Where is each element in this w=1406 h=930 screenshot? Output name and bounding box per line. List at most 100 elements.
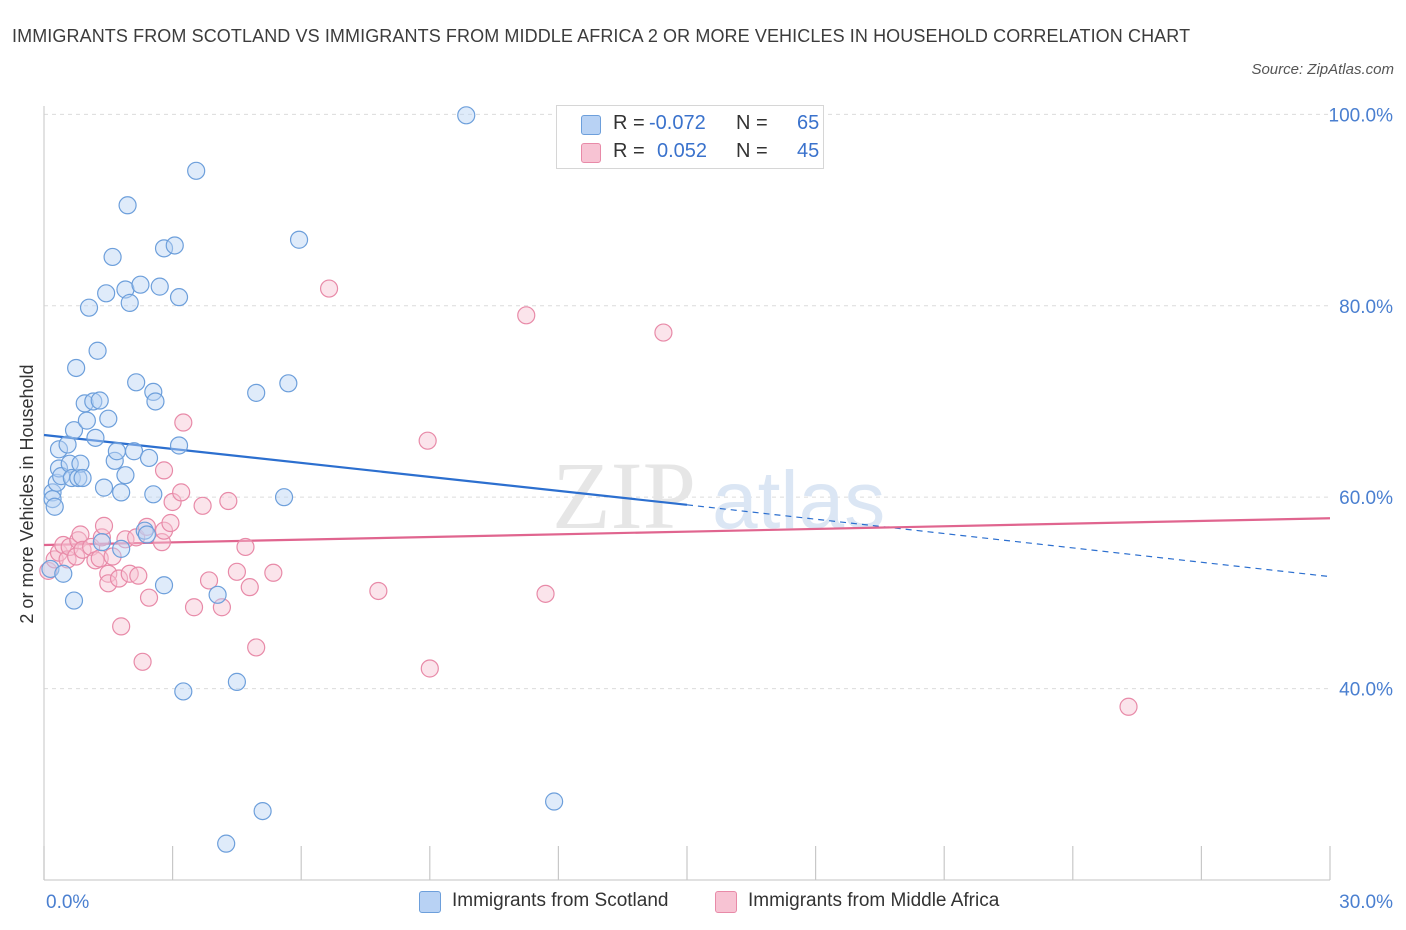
- point-middle-africa: [1119, 697, 1138, 716]
- point-scotland: [279, 374, 298, 393]
- point-middle-africa: [129, 566, 148, 585]
- grid: [44, 113, 1330, 690]
- correlation-legend: R = -0.072 N = 65 R = 0.052 N = 45: [556, 105, 824, 169]
- point-middle-africa: [264, 563, 283, 582]
- series-scotland-points: [41, 106, 564, 853]
- point-scotland: [137, 525, 156, 544]
- point-scotland: [49, 440, 69, 459]
- point-scotland: [208, 585, 227, 604]
- point-middle-africa: [99, 574, 118, 593]
- point-scotland: [67, 358, 86, 378]
- point-scotland: [62, 468, 81, 488]
- point-scotland: [64, 591, 84, 610]
- point-scotland: [94, 478, 114, 497]
- point-middle-africa: [161, 513, 180, 533]
- point-middle-africa: [654, 323, 673, 342]
- legend-swatch-middle-africa: [581, 143, 601, 163]
- point-middle-africa: [184, 598, 204, 617]
- y-tick-label: 80.0%: [1339, 297, 1393, 318]
- point-scotland: [103, 247, 122, 267]
- trend-line-scotland: [43, 433, 688, 506]
- point-scotland: [86, 428, 105, 447]
- bottom-legend-swatch-scotland: [419, 891, 441, 913]
- point-middle-africa: [133, 652, 152, 671]
- point-middle-africa: [99, 564, 118, 583]
- point-scotland: [154, 576, 174, 595]
- point-scotland: [274, 488, 294, 507]
- legend-swatch-scotland: [581, 115, 601, 135]
- point-scotland: [97, 284, 116, 303]
- point-scotland: [116, 466, 135, 485]
- point-scotland: [169, 288, 189, 307]
- point-scotland: [60, 454, 79, 473]
- point-middle-africa: [193, 496, 212, 515]
- point-scotland: [150, 277, 169, 296]
- bottom-legend-label-middle-africa: Immigrants from Middle Africa: [748, 890, 1000, 911]
- tick-labels: 40.0% 60.0% 80.0% 100.0% 0.0% 30.0%: [46, 105, 1393, 913]
- point-middle-africa: [536, 584, 555, 603]
- point-middle-africa: [227, 562, 246, 581]
- legend-n-value-scotland: 65: [797, 112, 820, 134]
- point-scotland: [77, 411, 96, 430]
- point-scotland: [73, 468, 92, 488]
- point-scotland: [107, 442, 126, 461]
- point-scotland: [79, 298, 99, 317]
- chart-title: IMMIGRANTS FROM SCOTLAND VS IMMIGRANTS F…: [12, 26, 1191, 46]
- point-middle-africa: [418, 431, 437, 450]
- point-scotland: [120, 293, 139, 312]
- point-middle-africa: [236, 537, 255, 557]
- bottom-legend-label-scotland: Immigrants from Scotland: [452, 890, 669, 911]
- point-middle-africa: [172, 483, 191, 502]
- point-middle-africa: [139, 588, 159, 607]
- legend-r-value-scotland: -0.072: [649, 112, 706, 134]
- point-scotland: [71, 454, 90, 473]
- point-scotland: [169, 436, 189, 455]
- point-middle-africa: [92, 528, 111, 547]
- y-tick-label: 60.0%: [1339, 488, 1393, 509]
- point-middle-africa: [199, 571, 219, 590]
- point-middle-africa: [174, 413, 193, 432]
- legend-r-value-middle-africa: 0.052: [657, 140, 708, 162]
- source-label: Source: ZipAtlas.com: [1251, 61, 1394, 78]
- bottom-legend-swatch-middle-africa: [715, 891, 737, 913]
- point-scotland: [99, 409, 118, 428]
- point-middle-africa: [240, 578, 259, 597]
- legend-r-label: R =: [613, 112, 645, 134]
- x-tick-label: 0.0%: [46, 892, 89, 913]
- point-scotland: [154, 239, 174, 258]
- trend-line-scotland-extrapolated: [686, 504, 1331, 578]
- point-middle-africa: [152, 533, 171, 552]
- point-scotland: [54, 564, 73, 583]
- point-scotland: [112, 483, 131, 502]
- point-scotland: [217, 834, 236, 853]
- legend-n-value-middle-africa: 45: [797, 140, 820, 162]
- trend-line-middle-africa: [43, 517, 1331, 547]
- point-scotland: [90, 391, 109, 410]
- point-scotland: [118, 196, 137, 215]
- point-scotland: [187, 161, 206, 180]
- point-middle-africa: [112, 617, 131, 636]
- point-scotland: [43, 483, 62, 502]
- point-scotland: [165, 236, 184, 255]
- point-scotland: [69, 468, 88, 488]
- point-scotland: [131, 275, 150, 294]
- point-scotland: [253, 801, 272, 821]
- point-middle-africa: [420, 659, 439, 678]
- legend-n-label: N =: [736, 140, 768, 162]
- point-scotland: [45, 497, 64, 516]
- point-middle-africa: [71, 525, 90, 544]
- point-scotland: [127, 373, 146, 392]
- legend-r-label: R =: [613, 140, 645, 162]
- y-tick-label: 40.0%: [1339, 680, 1393, 701]
- point-middle-africa: [247, 638, 266, 657]
- x-tick-label: 30.0%: [1339, 892, 1393, 913]
- watermark-atlas: atlas: [712, 455, 885, 546]
- point-scotland: [112, 539, 131, 558]
- y-axis-title: 2 or more Vehicles in Household: [17, 364, 37, 623]
- y-tick-label: 100.0%: [1329, 105, 1394, 126]
- point-scotland: [247, 383, 266, 402]
- point-scotland: [64, 421, 84, 440]
- point-scotland: [227, 672, 246, 691]
- point-scotland: [289, 230, 309, 249]
